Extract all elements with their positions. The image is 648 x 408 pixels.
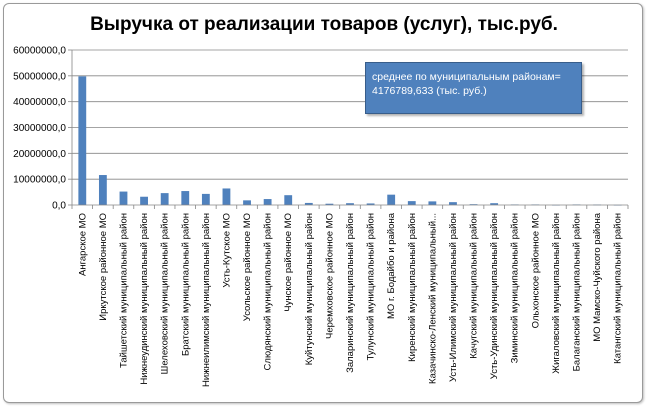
category-label: Нижнеилимский муниципальный район bbox=[201, 213, 212, 387]
category-label: Слюдянский муниципальный район bbox=[263, 213, 274, 370]
category-label: Зиминский муниципальный район bbox=[510, 213, 521, 363]
category-label: Качугский муниципальный район bbox=[469, 213, 480, 359]
bar bbox=[449, 202, 457, 205]
category-label: Черемховское районное МО bbox=[324, 213, 335, 339]
bar bbox=[98, 175, 107, 205]
bar bbox=[346, 203, 354, 205]
bar bbox=[181, 191, 190, 205]
bar bbox=[366, 203, 375, 205]
category-label: Усть-Удинский муниципальный район bbox=[489, 213, 500, 379]
bar bbox=[140, 196, 148, 205]
category-label: Катангский муниципальный район bbox=[613, 213, 624, 364]
category-label: Иркутское районное МО bbox=[98, 213, 109, 321]
category-label: Нижнеудинский муниципальный район bbox=[139, 213, 150, 385]
y-tick-label: 50000000,0 bbox=[13, 71, 66, 82]
category-label: Жигаловский муниципальный район bbox=[551, 213, 562, 374]
category-labels: Ангарское МО Иркутское районное МО Тайшетс… bbox=[77, 212, 623, 387]
category-label: Усольское районное МО bbox=[242, 213, 253, 321]
category-label: Усть-Кутское МО bbox=[221, 213, 232, 288]
chart-title: Выручка от реализации товаров (услуг), т… bbox=[90, 14, 558, 35]
category-label: Тайшетский муниципальный район bbox=[118, 213, 129, 368]
bar bbox=[222, 188, 231, 205]
category-label: Братский муниципальный район bbox=[180, 213, 191, 356]
category-label: Чунское районное МО bbox=[283, 213, 294, 312]
bar bbox=[284, 195, 293, 205]
category-label: МО г. Бодайбо и района bbox=[386, 212, 397, 319]
bar bbox=[304, 202, 313, 205]
bar bbox=[407, 201, 416, 205]
bar bbox=[78, 76, 87, 205]
y-tick-label: 40000000,0 bbox=[13, 97, 66, 108]
y-tick-label: 20000000,0 bbox=[13, 149, 66, 160]
category-label: Ангарское МО bbox=[77, 213, 88, 276]
y-tick-label: 60000000,0 bbox=[13, 46, 66, 57]
y-tick-label: 30000000,0 bbox=[13, 123, 66, 134]
bar bbox=[243, 200, 251, 205]
bar bbox=[428, 201, 437, 205]
bars bbox=[78, 76, 622, 206]
category-label: Куйтунский муниципальный район bbox=[304, 213, 315, 365]
y-tick-labels: 0,0 10000000,0 20000000,0 30000000,0 4000000… bbox=[13, 46, 66, 212]
category-label: МО Мамско-Чуйского района bbox=[592, 212, 603, 342]
category-label: Заларинский муниципальный район bbox=[345, 213, 356, 373]
category-label: Казачинско-Ленский муниципальный... bbox=[427, 213, 438, 384]
bar bbox=[119, 191, 128, 205]
axes bbox=[71, 50, 629, 209]
category-label: Балаганский муниципальный район bbox=[572, 213, 583, 371]
bar bbox=[160, 193, 169, 205]
average-annotation: среднее по муниципальным районам= 417678… bbox=[365, 62, 582, 114]
bar bbox=[201, 193, 210, 205]
category-label: Шелеховский муниципальный район bbox=[160, 213, 171, 374]
bar bbox=[490, 203, 499, 205]
bar bbox=[263, 199, 272, 205]
category-label: Усть-Илимский муниципальный район bbox=[448, 213, 459, 382]
category-label: Киренский муниципальный район bbox=[407, 213, 418, 362]
category-label: Ольхонское районное МО bbox=[530, 213, 541, 328]
bar bbox=[325, 203, 334, 205]
y-tick-label: 0,0 bbox=[52, 201, 66, 212]
category-label: Тулунский муниципальный район bbox=[366, 213, 377, 361]
y-tick-label: 10000000,0 bbox=[13, 175, 66, 186]
bar bbox=[387, 194, 396, 205]
